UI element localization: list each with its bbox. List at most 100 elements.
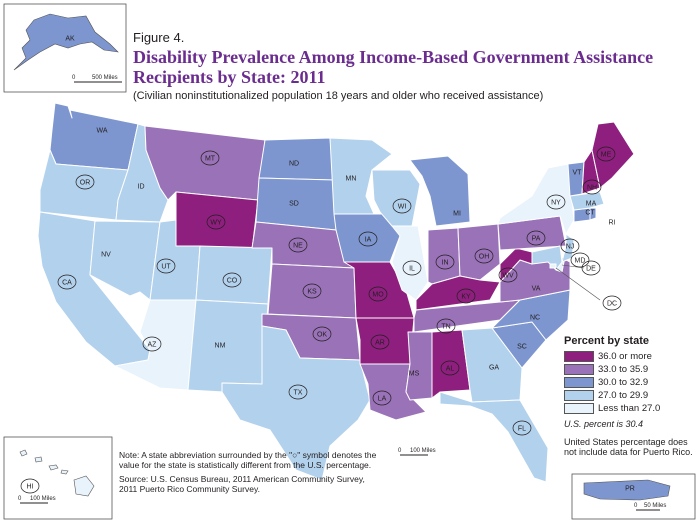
state-ri[interactable] [589, 207, 597, 221]
legend-label: 27.0 to 29.9 [598, 390, 649, 401]
state-dc[interactable] [549, 263, 557, 269]
state-label-md: MD [575, 258, 586, 265]
state-label-wv: WV [502, 273, 514, 280]
significance-circle-fl [512, 420, 532, 436]
main-scale-zero: 0 [398, 448, 402, 454]
significance-circle-tx [288, 384, 308, 400]
significance-circle-me [596, 146, 616, 162]
states-layer [37, 102, 635, 483]
state-label-hi: HI [27, 484, 34, 491]
title-line-2: Recipients by State: 2011 [133, 67, 326, 87]
significance-circle-la [372, 390, 392, 406]
significance-circle-az [142, 336, 162, 352]
significance-circle-wy [206, 214, 226, 230]
state-label-ms: MS [409, 371, 420, 378]
state-label-ut: UT [161, 264, 171, 271]
legend: Percent by state 36.0 or more 33.0 to 35.… [564, 335, 694, 457]
state-mi[interactable] [409, 155, 471, 227]
state-nd[interactable] [258, 137, 335, 181]
legend-label: 30.0 to 32.9 [598, 377, 649, 388]
state-label-id: ID [138, 184, 145, 191]
state-hi[interactable] [19, 449, 95, 497]
state-label-dc: DC [607, 301, 617, 308]
state-mt[interactable] [144, 125, 266, 201]
state-label-me: ME [601, 152, 612, 159]
figure-label: Figure 4. [133, 30, 185, 45]
state-co[interactable] [195, 245, 273, 305]
state-nm[interactable] [187, 299, 269, 393]
state-label-az: AZ [148, 342, 158, 349]
state-label-sc: SC [517, 344, 527, 351]
state-label-ct: CT [585, 210, 595, 217]
state-label-sd: SD [289, 201, 299, 208]
significance-circle-in [435, 254, 455, 270]
significance-circle-dc [602, 295, 622, 311]
significance-circle-wi [392, 198, 412, 214]
significance-circle-ut [156, 258, 176, 274]
de-callout-line [561, 264, 585, 269]
state-fl[interactable] [439, 391, 549, 483]
legend-swatch [564, 364, 594, 375]
significance-circle-mt [200, 150, 220, 166]
subtitle: (Civilian noninstitutionalized populatio… [133, 90, 544, 102]
significance-circle-co [222, 272, 242, 288]
header: Figure 4. Disability Prevalence Among In… [133, 30, 693, 102]
state-label-ne: NE [293, 243, 303, 250]
legend-label: Less than 27.0 [598, 403, 661, 414]
us-percent: U.S. percent is 30.4 [564, 419, 644, 429]
legend-swatch [564, 403, 594, 414]
legend-label: 36.0 or more [598, 351, 652, 362]
state-label-ky: KY [461, 294, 471, 301]
state-ak[interactable] [13, 13, 119, 71]
state-label-wy: WY [210, 220, 222, 227]
state-label-ia: IA [365, 237, 372, 244]
pr-scale-zero: 0 [634, 503, 638, 509]
state-label-or: OR [80, 180, 91, 187]
significance-circle-mo [368, 286, 388, 302]
state-il[interactable] [391, 225, 429, 301]
significance-circle-ia [358, 231, 378, 247]
significance-circle-ok [312, 326, 332, 342]
main-scale-label: 100 Miles [410, 448, 436, 454]
state-tx[interactable] [221, 325, 371, 481]
legend-items: 36.0 or more 33.0 to 35.9 30.0 to 32.9 27.0… [564, 350, 694, 415]
state-vt[interactable] [567, 161, 585, 197]
footnote-source-2: 2011 Puerto Rico Community Survey. [119, 484, 260, 494]
state-oh[interactable] [457, 223, 501, 281]
significance-circle-nj [560, 238, 580, 254]
state-wa[interactable] [49, 102, 139, 171]
state-label-de: DE [586, 266, 596, 273]
state-label-vt: VT [573, 170, 583, 177]
state-label-nc: NC [530, 315, 540, 322]
state-label-il: IL [409, 266, 415, 273]
legend-label: 33.0 to 35.9 [598, 364, 649, 375]
state-label-nj: NJ [566, 244, 575, 251]
state-pr[interactable] [583, 479, 671, 501]
scale-bars [20, 81, 660, 511]
legend-title: Percent by state [564, 335, 649, 347]
significance-circle-md [570, 252, 590, 268]
state-ar[interactable] [355, 317, 415, 365]
significance-circle-al [440, 360, 460, 376]
hi-scale-zero: 0 [18, 496, 22, 502]
significance-circle-de [581, 260, 601, 276]
state-ms[interactable] [405, 331, 433, 401]
state-me[interactable] [591, 121, 635, 189]
state-label-ny: NY [551, 200, 561, 207]
legend-item: Less than 27.0 [564, 402, 694, 415]
pr-note: United States percentage does not includ… [564, 437, 693, 457]
state-ma[interactable] [569, 191, 605, 211]
significance-circle-pa [526, 230, 546, 246]
state-label-tn: TN [441, 324, 450, 331]
footnote: Note: A state abbreviation surrounded by… [119, 450, 389, 494]
ak-scale-label: 500 Miles [92, 75, 118, 81]
state-al[interactable] [431, 329, 471, 399]
significance-circle-ky [456, 288, 476, 304]
legend-swatch [564, 390, 594, 401]
significance-circle-ks [302, 283, 322, 299]
significance-circle-il [402, 260, 422, 276]
title: Disability Prevalence Among Income-Based… [133, 47, 693, 87]
significance-circle-ny [546, 194, 566, 210]
state-in[interactable] [427, 227, 461, 285]
